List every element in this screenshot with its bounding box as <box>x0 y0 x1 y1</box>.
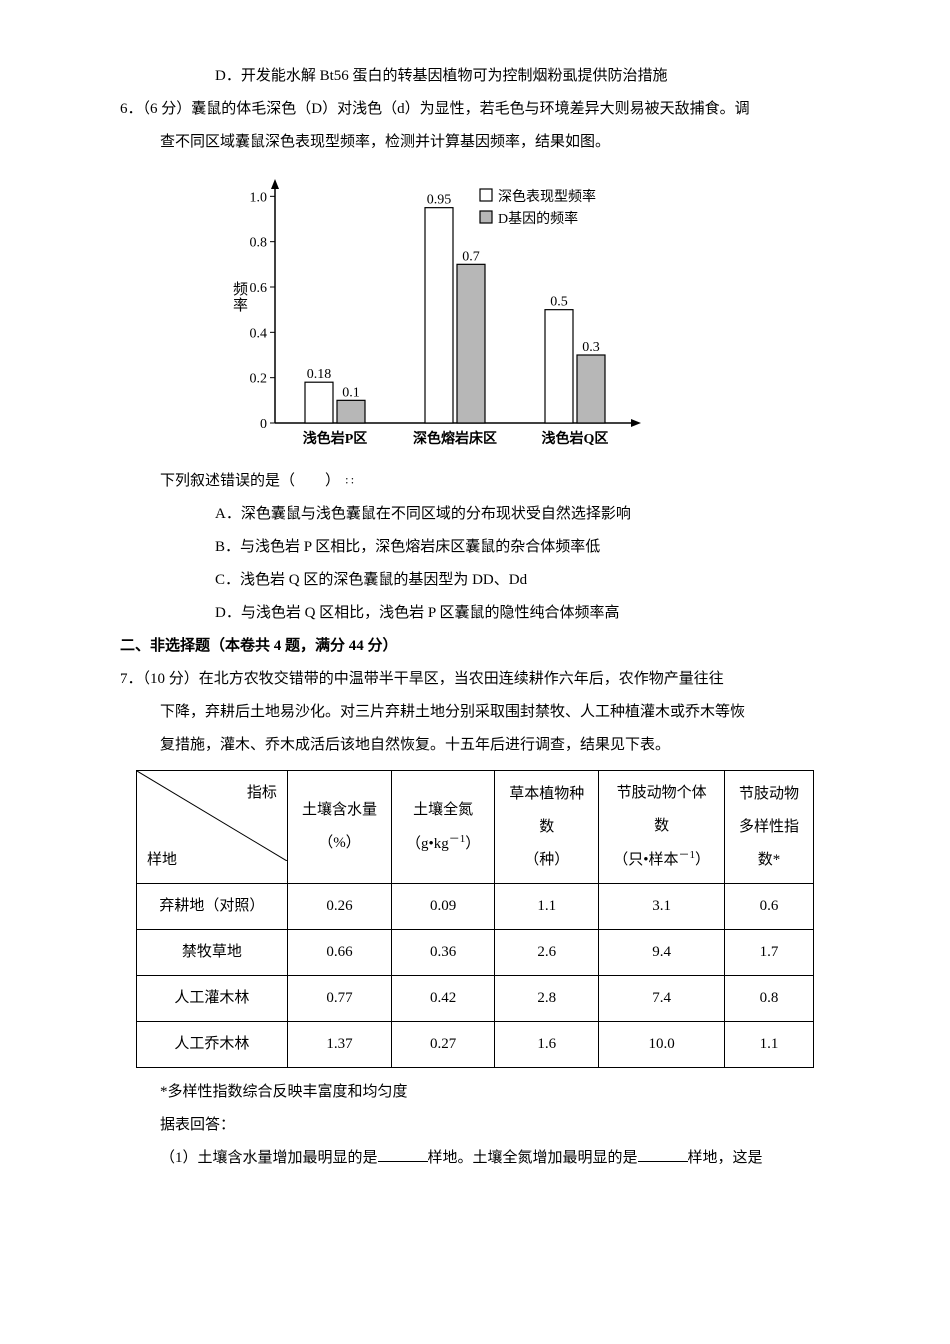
svg-text:1.0: 1.0 <box>250 190 268 205</box>
table-row-label: 人工灌木林 <box>136 976 287 1022</box>
table-cell: 2.8 <box>495 976 599 1022</box>
svg-text:D基因的频率: D基因的频率 <box>498 210 578 227</box>
q6-option-b: B．与浅色岩 P 区相比，深色熔岩床区囊鼠的杂合体频率低 <box>215 531 870 564</box>
svg-text:0.5: 0.5 <box>550 295 568 310</box>
svg-text:深色表现型频率: 深色表现型频率 <box>498 188 596 205</box>
section-2-title: 二、非选择题（本卷共 4 题，满分 44 分） <box>120 630 870 663</box>
table-cell: 1.7 <box>725 930 814 976</box>
q7-stem-line3: 复措施，灌木、乔木成活后该地自然恢复。十五年后进行调查，结果见下表。 <box>160 729 870 762</box>
table-row: 人工灌木林0.770.422.87.40.8 <box>136 976 813 1022</box>
table-cell: 2.6 <box>495 930 599 976</box>
q7-qline: 据表回答： <box>160 1109 870 1142</box>
table-column-header: 节肢动物多样性指数* <box>725 771 814 884</box>
table-cell: 1.1 <box>495 884 599 930</box>
svg-text:0.4: 0.4 <box>250 326 268 341</box>
table-cell: 0.77 <box>287 976 391 1022</box>
table-cell: 0.36 <box>391 930 494 976</box>
table-cell: 1.37 <box>287 1022 391 1068</box>
blank-2 <box>638 1146 688 1162</box>
svg-text:0.6: 0.6 <box>250 281 268 296</box>
table-cell: 0.09 <box>391 884 494 930</box>
table-row-label: 人工乔木林 <box>136 1022 287 1068</box>
svg-text:0.95: 0.95 <box>427 193 452 208</box>
q6-chart: 0 0.2 0.4 0.6 0.8 1.0 频率 0.18 0.1 浅色岩P区 0.95 0.7 深色熔… <box>215 167 870 457</box>
q6-prompt-text: 下列叙述错误的是（ ） <box>160 473 340 489</box>
table-row: 弃耕地（对照）0.260.091.13.10.6 <box>136 884 813 930</box>
svg-text:0.2: 0.2 <box>250 372 268 387</box>
table-column-header: 土壤全氮（g•kg－1） <box>391 771 494 884</box>
table-cell: 0.66 <box>287 930 391 976</box>
prev-option-d: D．开发能水解 Bt56 蛋白的转基因植物可为控制烟粉虱提供防治措施 <box>215 60 870 93</box>
table-cell: 0.6 <box>725 884 814 930</box>
table-row-label: 弃耕地（对照） <box>136 884 287 930</box>
q7-sub1-b: 样地。土壤全氮增加最明显的是 <box>428 1150 638 1166</box>
q6-stem-line2: 查不同区域囊鼠深色表现型频率，检测并计算基因频率，结果如图。 <box>160 126 870 159</box>
table-cell: 1.1 <box>725 1022 814 1068</box>
q6-after-chart: 下列叙述错误的是（ ） • •• • <box>160 465 870 498</box>
table-cell: 0.26 <box>287 884 391 930</box>
q7-table: 指标样地土壤含水量（%）土壤全氮（g•kg－1）草本植物种数（种）节肢动物个体数… <box>136 770 814 1068</box>
q7-sub1-c: 样地，这是 <box>688 1150 763 1166</box>
table-column-header: 节肢动物个体数（只•样本－1） <box>599 771 725 884</box>
table-cell: 0.42 <box>391 976 494 1022</box>
dotted-marker: • •• • <box>346 478 355 486</box>
svg-text:频率: 频率 <box>233 281 248 314</box>
q7-sub1: （1）土壤含水量增加最明显的是 样地。土壤全氮增加最明显的是 样地，这是 <box>160 1142 870 1175</box>
svg-text:0.1: 0.1 <box>342 385 360 400</box>
q6-option-c: C．浅色岩 Q 区的深色囊鼠的基因型为 DD、Dd <box>215 564 870 597</box>
svg-text:0.7: 0.7 <box>462 249 480 264</box>
q7-stem-line2: 下降，弃耕后土地易沙化。对三片弃耕土地分别采取围封禁牧、人工种植灌木或乔木等恢 <box>160 696 870 729</box>
table-cell: 9.4 <box>599 930 725 976</box>
q7-stem-line1: 7．（10 分）在北方农牧交错带的中温带半干旱区，当农田连续耕作六年后，农作物产… <box>120 663 870 696</box>
table-row-label: 禁牧草地 <box>136 930 287 976</box>
table-cell: 0.27 <box>391 1022 494 1068</box>
q7-sub1-a: （1）土壤含水量增加最明显的是 <box>160 1150 378 1166</box>
table-row: 禁牧草地0.660.362.69.41.7 <box>136 930 813 976</box>
table-cell: 10.0 <box>599 1022 725 1068</box>
svg-text:深色熔岩床区: 深色熔岩床区 <box>413 430 497 447</box>
table-cell: 3.1 <box>599 884 725 930</box>
svg-text:浅色岩Q区: 浅色岩Q区 <box>542 430 609 447</box>
table-column-header: 土壤含水量（%） <box>287 771 391 884</box>
table-cell: 7.4 <box>599 976 725 1022</box>
q6-option-a: A．深色囊鼠与浅色囊鼠在不同区域的分布现状受自然选择影响 <box>215 498 870 531</box>
q7-footnote: *多样性指数综合反映丰富度和均匀度 <box>160 1076 870 1109</box>
svg-text:0.3: 0.3 <box>582 340 600 355</box>
svg-text:0.18: 0.18 <box>307 367 332 382</box>
svg-text:0: 0 <box>260 417 267 432</box>
q6-stem-line1: 6．（6 分）囊鼠的体毛深色（D）对浅色（d）为显性，若毛色与环境差异大则易被天… <box>120 93 870 126</box>
svg-text:浅色岩P区: 浅色岩P区 <box>303 430 368 447</box>
svg-text:0.8: 0.8 <box>250 236 268 251</box>
q6-option-d: D．与浅色岩 Q 区相比，浅色岩 P 区囊鼠的隐性纯合体频率高 <box>215 597 870 630</box>
table-cell: 0.8 <box>725 976 814 1022</box>
table-cell: 1.6 <box>495 1022 599 1068</box>
blank-1 <box>378 1146 428 1162</box>
table-row: 人工乔木林1.370.271.610.01.1 <box>136 1022 813 1068</box>
table-diag-header: 指标样地 <box>136 771 287 884</box>
table-column-header: 草本植物种数（种） <box>495 771 599 884</box>
